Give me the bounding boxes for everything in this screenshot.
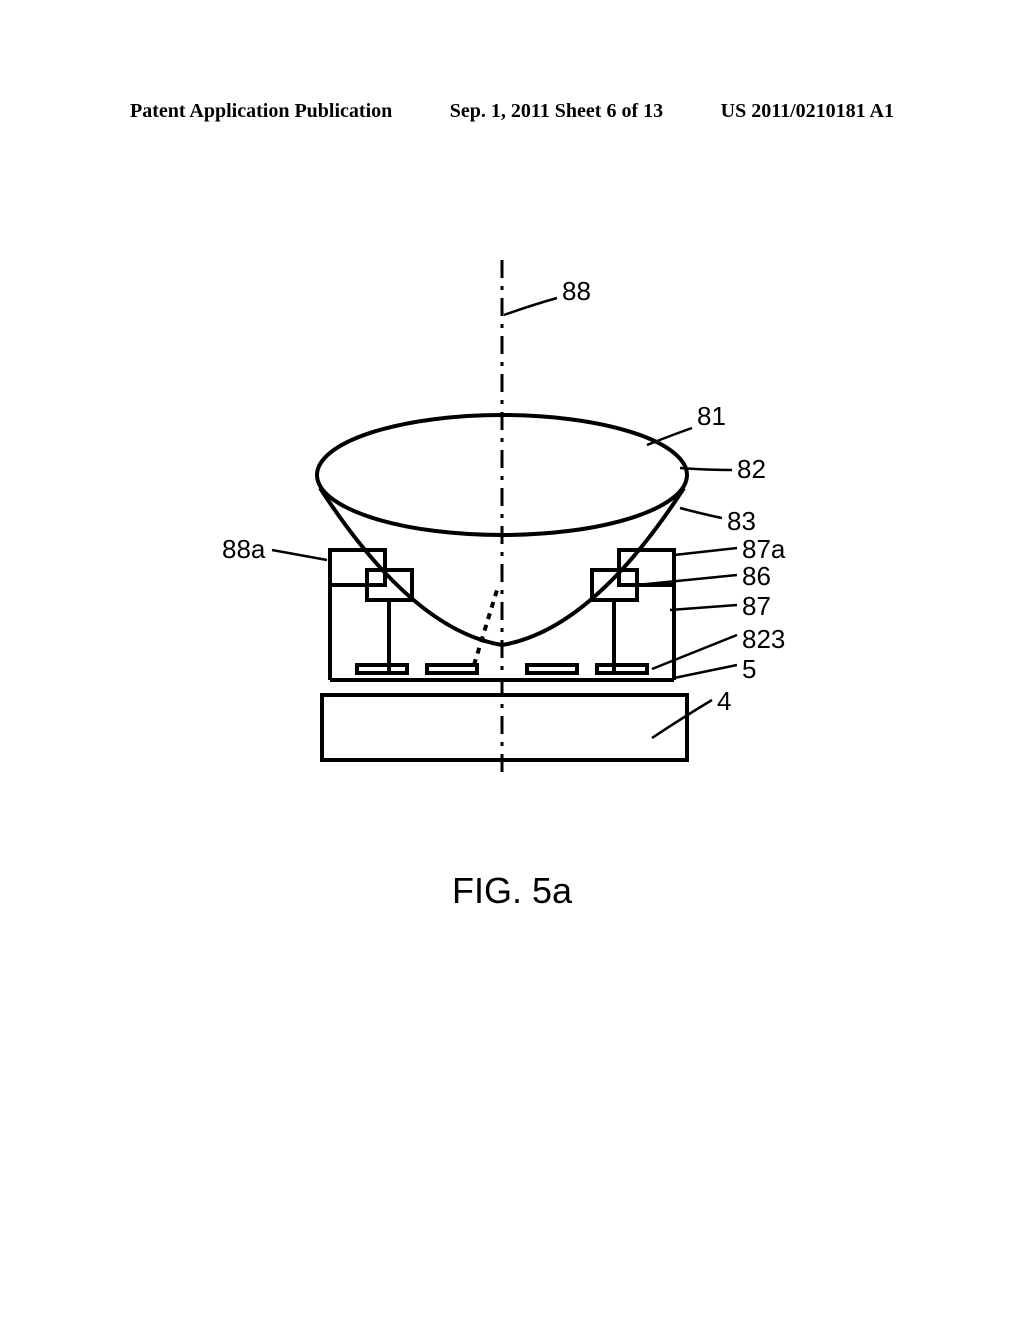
ref-label-5: 5 [742, 654, 756, 684]
ref-label-4: 4 [717, 686, 731, 716]
ref-label-88: 88 [562, 276, 591, 306]
figure-caption: FIG. 5a [452, 870, 572, 912]
ref-label-87a: 87a [742, 534, 786, 564]
header-center: Sep. 1, 2011 Sheet 6 of 13 [450, 100, 663, 123]
figure-5a: 88 81 82 83 87a 86 87 823 5 4 88a [212, 260, 812, 780]
ref-label-83: 83 [727, 506, 756, 536]
ref-label-88a: 88a [222, 534, 266, 564]
ref-label-87: 87 [742, 591, 771, 621]
ref-label-823: 823 [742, 624, 785, 654]
ref-label-82: 82 [737, 454, 766, 484]
ref-label-81: 81 [697, 401, 726, 431]
page-header: Patent Application Publication Sep. 1, 2… [0, 100, 1024, 123]
header-left: Patent Application Publication [130, 100, 392, 123]
header-right: US 2011/0210181 A1 [721, 100, 894, 123]
ref-label-86: 86 [742, 561, 771, 591]
